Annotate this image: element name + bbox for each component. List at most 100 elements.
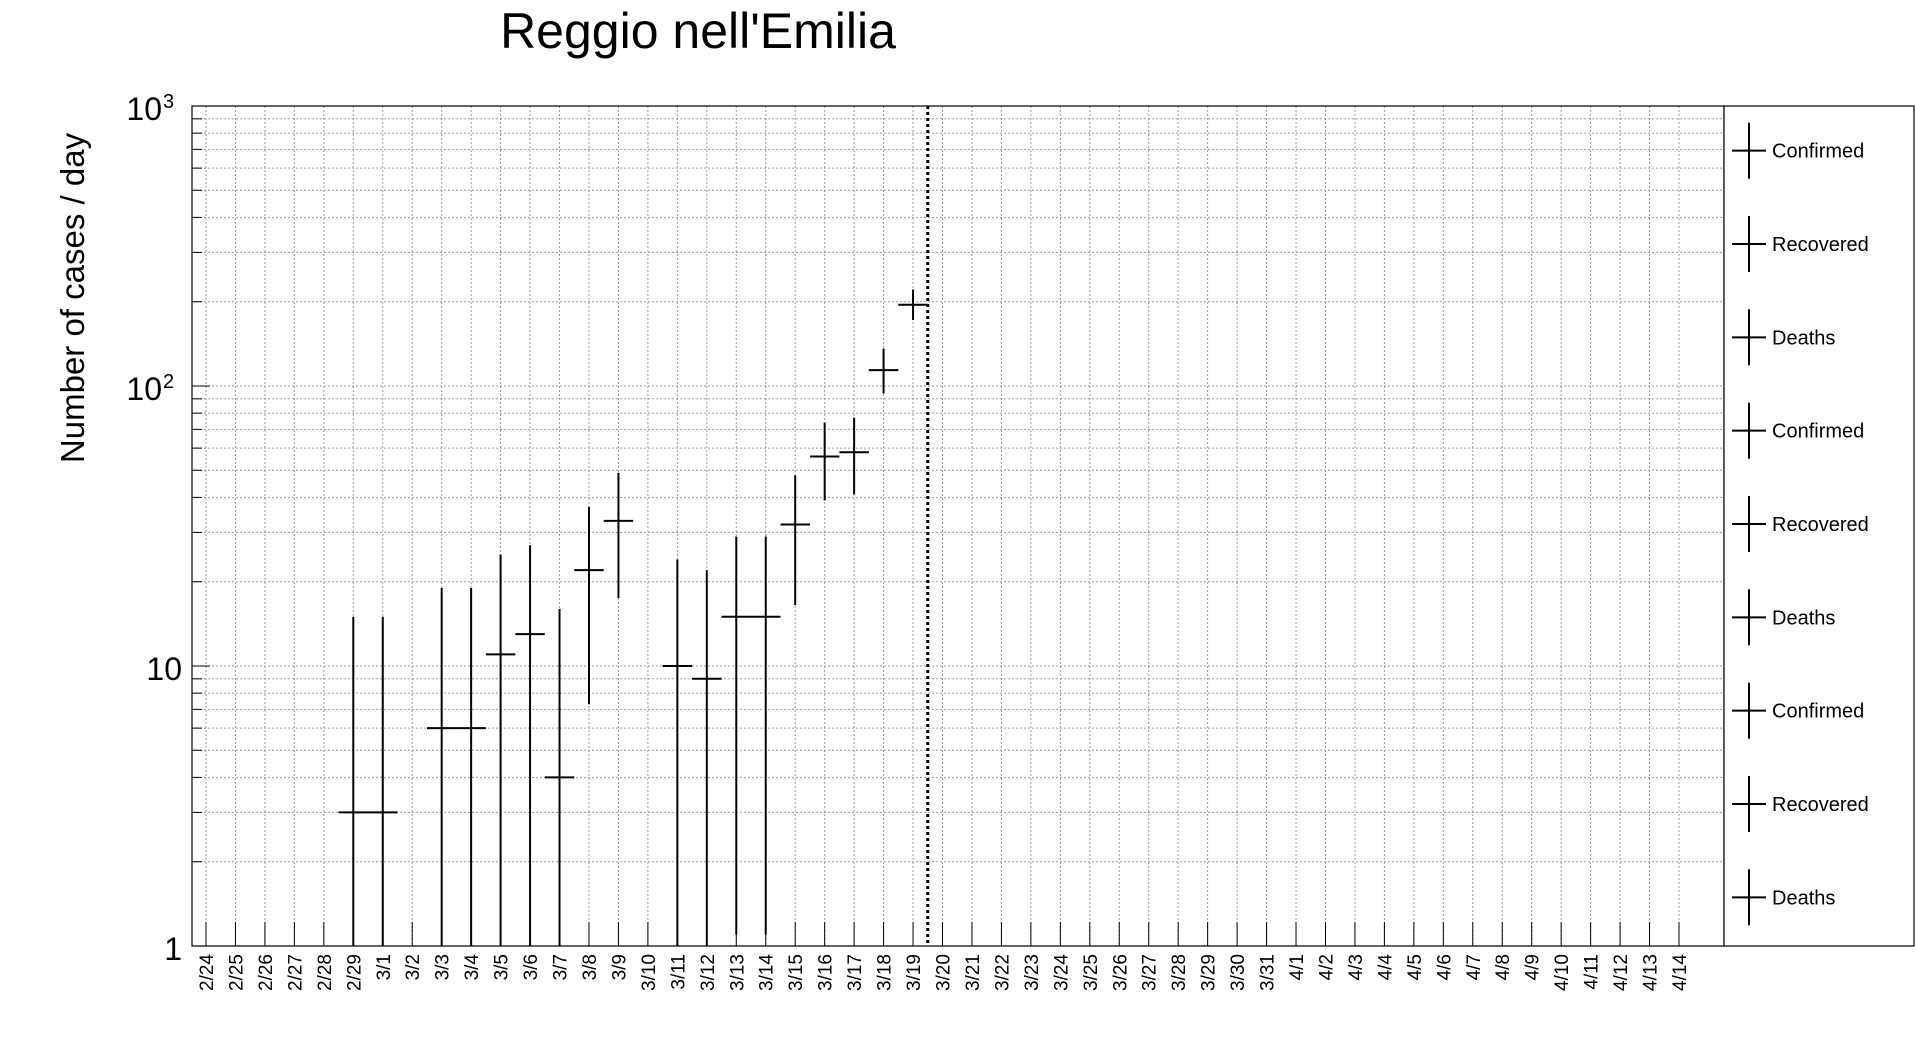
x-tick-label: 3/11 (668, 954, 689, 990)
legend-label: Confirmed (1772, 141, 1864, 163)
data-point (662, 559, 693, 946)
x-tick-label: 4/12 (1611, 954, 1632, 991)
axes: 2/24 2/25 2/26 2/27 2/28 2/29 3/1 3/2 3/3 3/4 3/5 3… (126, 91, 1725, 991)
legend-entry: Deaths (1732, 309, 1835, 366)
x-tick-label: 4/3 (1346, 954, 1367, 980)
x-tick-label: 4/14 (1670, 954, 1691, 991)
legend-label: Confirmed (1772, 701, 1864, 723)
x-tick-label: 2/29 (344, 954, 365, 991)
x-tick-label: 4/7 (1464, 954, 1485, 980)
data-point (898, 289, 928, 321)
data-point (485, 554, 516, 946)
legend: Confirmed Recovered Deaths Confirmed Recover… (1723, 105, 1915, 947)
y-axis-title: Number of cases / day (54, 132, 91, 463)
x-tick-label: 3/12 (698, 954, 719, 991)
x-tick-label: 3/3 (433, 954, 454, 980)
x-tick-label: 3/4 (462, 954, 483, 981)
x-tick-label: 3/28 (1169, 954, 1190, 991)
data-point (839, 417, 869, 495)
x-tick-label: 2/25 (226, 954, 247, 991)
x-tick-label: 4/2 (1316, 954, 1337, 980)
data-point (721, 536, 752, 935)
legend-label: Deaths (1772, 327, 1835, 349)
x-tick-label: 3/1 (374, 954, 395, 980)
legend-entry: Confirmed (1732, 682, 1864, 739)
x-tick-label: 3/13 (727, 954, 748, 991)
x-tick-label: 3/29 (1199, 954, 1220, 991)
legend-entry: Deaths (1732, 589, 1835, 646)
legend-box (1723, 105, 1915, 947)
legend-entry: Confirmed (1732, 402, 1864, 459)
x-tick-label: 3/5 (492, 954, 513, 980)
legend-label: Confirmed (1772, 421, 1864, 443)
x-tick-label: 3/30 (1228, 954, 1249, 991)
data-point (338, 616, 369, 946)
data-point (368, 616, 398, 946)
x-tick-label: 2/27 (285, 954, 306, 991)
data-point (426, 587, 457, 946)
x-tick-label: 3/15 (786, 954, 807, 991)
data-point (809, 422, 840, 501)
grid (192, 106, 1724, 946)
x-tick-label: 4/13 (1641, 954, 1662, 991)
x-tick-label: 3/16 (816, 954, 837, 991)
legend-entry: Deaths (1732, 869, 1835, 926)
y-tick-exponent: 2 (163, 371, 174, 393)
legend-label: Recovered (1772, 794, 1869, 816)
legend-label: Recovered (1772, 514, 1869, 536)
x-tick-label: 3/25 (1081, 954, 1102, 991)
x-tick-label: 3/9 (609, 954, 630, 980)
x-tick-label: 3/26 (1110, 954, 1131, 991)
x-tick-label: 3/8 (580, 954, 601, 980)
y-tick-label: 10 (126, 91, 162, 127)
x-tick-label: 3/19 (904, 954, 925, 991)
x-tick-label: 3/10 (639, 954, 660, 991)
legend-entry: Recovered (1732, 496, 1869, 552)
x-tick-label: 2/26 (256, 954, 277, 991)
data-point (456, 587, 486, 946)
x-tick-label: 2/28 (315, 954, 336, 991)
chart-title: Reggio nell'Emilia (500, 3, 896, 59)
data-point (515, 545, 545, 946)
y-tick-label: 10 (126, 371, 162, 407)
x-tick-label: 3/18 (875, 954, 896, 991)
x-tick-label: 4/11 (1582, 954, 1603, 990)
x-tick-label: 3/7 (551, 954, 572, 980)
x-tick-label: 3/20 (934, 954, 955, 991)
y-tick-label: 1 (164, 931, 182, 967)
plot-frame (191, 105, 1725, 947)
x-tick-label: 4/1 (1287, 954, 1308, 980)
y-tick-label: 10 (146, 651, 182, 687)
x-tick-label: 3/6 (521, 954, 542, 980)
x-tick-label: 4/9 (1523, 954, 1544, 980)
data-point (544, 608, 575, 946)
x-tick-label: 3/23 (1022, 954, 1043, 991)
x-tick-label: 3/21 (963, 954, 984, 991)
x-tick-label: 3/14 (757, 954, 778, 991)
data-point (603, 472, 634, 598)
data-point (780, 475, 810, 606)
x-tick-label: 3/24 (1051, 954, 1072, 991)
data-series (338, 289, 928, 946)
data-point (692, 570, 722, 946)
x-tick-label: 3/31 (1258, 954, 1279, 991)
x-tick-label: 4/4 (1375, 954, 1396, 981)
x-tick-label: 3/22 (992, 954, 1013, 991)
legend-entry: Recovered (1732, 216, 1869, 272)
legend-label: Recovered (1772, 234, 1869, 256)
x-tick-label: 4/8 (1493, 954, 1514, 980)
x-tick-label: 4/6 (1434, 954, 1455, 980)
data-point (751, 536, 781, 935)
legend-entry: Recovered (1732, 776, 1869, 832)
legend-entry: Confirmed (1732, 122, 1864, 179)
x-tick-label: 4/5 (1405, 954, 1426, 980)
x-tick-label: 3/2 (403, 954, 424, 980)
data-point (868, 348, 899, 394)
legend-label: Deaths (1772, 887, 1835, 909)
x-tick-label: 4/10 (1552, 954, 1573, 991)
y-tick-exponent: 3 (163, 91, 174, 113)
x-tick-label: 2/24 (197, 954, 218, 991)
x-tick-label: 3/17 (845, 954, 866, 991)
x-tick-label: 3/27 (1140, 954, 1161, 991)
